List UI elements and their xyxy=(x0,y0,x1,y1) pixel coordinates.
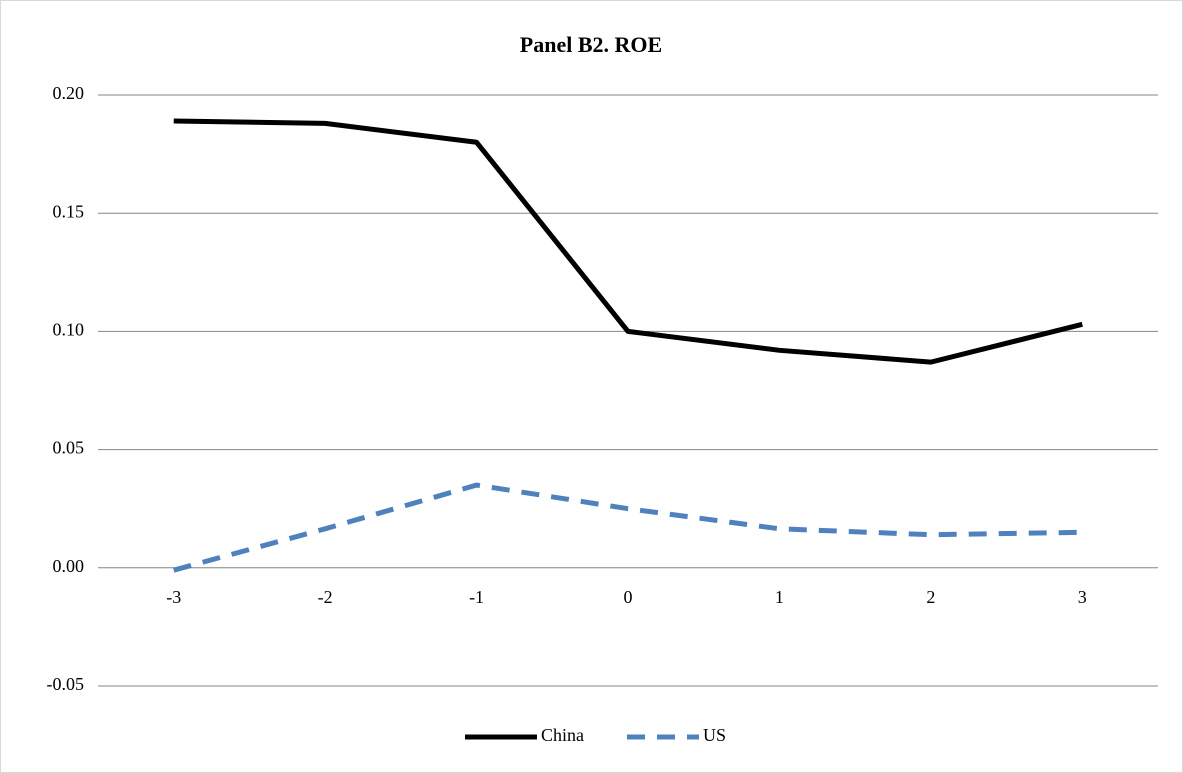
legend-label: China xyxy=(541,725,584,745)
y-tick-label: 0.15 xyxy=(53,201,85,221)
x-tick-label: 2 xyxy=(926,587,935,607)
y-tick-label: -0.05 xyxy=(47,674,85,694)
chart-title: Panel B2. ROE xyxy=(520,32,662,57)
legend-label: US xyxy=(703,725,726,745)
y-tick-label: 0.20 xyxy=(53,83,85,103)
x-tick-label: -3 xyxy=(166,587,181,607)
y-tick-label: 0.05 xyxy=(53,438,85,458)
y-tick-label: 0.10 xyxy=(53,320,85,340)
y-tick-label: 0.00 xyxy=(53,556,85,576)
x-tick-label: 1 xyxy=(775,587,784,607)
x-tick-label: -2 xyxy=(318,587,333,607)
line-series xyxy=(173,482,1083,573)
x-tick-label: 3 xyxy=(1078,587,1087,607)
x-tick-label: -1 xyxy=(469,587,484,607)
line-series xyxy=(173,118,1083,365)
x-tick-label: 0 xyxy=(624,587,633,607)
